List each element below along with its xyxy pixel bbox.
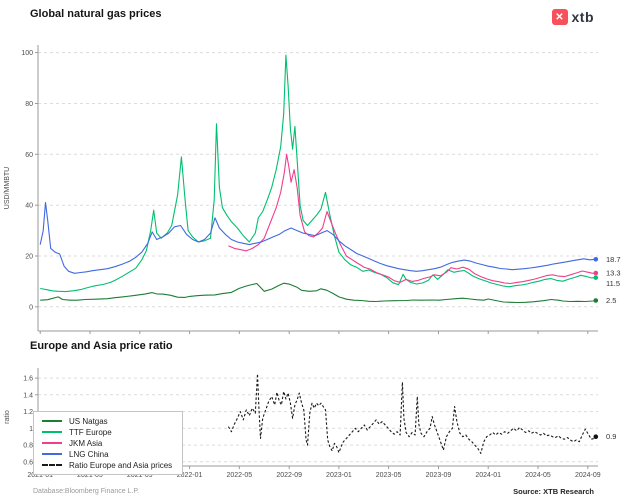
svg-text:2021-09: 2021-09: [127, 472, 153, 479]
svg-text:2021-01: 2021-01: [27, 472, 53, 479]
svg-text:1.4: 1.4: [23, 392, 33, 399]
legend-label: US Natgas: [69, 416, 108, 426]
svg-text:2021-05: 2021-05: [77, 472, 103, 479]
legend-item-us-natgas: US Natgas: [42, 416, 172, 426]
svg-text:0.8: 0.8: [23, 443, 33, 450]
legend-item-lng-china: LNG China: [42, 449, 172, 459]
series-end-label: 0.9: [606, 432, 616, 441]
legend-item-ratio-europe-and-asia-prices: Ratio Europe and Asia prices: [42, 460, 172, 470]
svg-text:20: 20: [25, 254, 33, 261]
svg-text:0: 0: [29, 304, 33, 311]
series-end-label: 13.3: [606, 269, 621, 278]
legend-label: Ratio Europe and Asia prices: [69, 460, 173, 470]
series-line-ratio-europe-and-asia-prices: [227, 373, 597, 454]
svg-text:1.2: 1.2: [23, 409, 33, 416]
line-swatch-icon: [42, 442, 62, 444]
legend-label: JKM Asia: [69, 438, 103, 448]
series-line-jkm-asia: [228, 153, 596, 285]
svg-text:40: 40: [25, 203, 33, 210]
svg-text:1: 1: [29, 426, 33, 433]
chart-legend: US Natgas TTF Europe JKM Asia LNG China Rati…: [33, 411, 184, 475]
svg-text:80: 80: [25, 101, 33, 108]
line-swatch-icon: [42, 453, 62, 455]
svg-text:100: 100: [21, 50, 33, 57]
series-end-label: 18.7: [606, 255, 621, 264]
svg-text:60: 60: [25, 152, 33, 159]
xtb-logo-icon: ✕: [551, 9, 568, 25]
database-note: Database:Bloomberg Finance L.P.: [33, 488, 140, 495]
svg-text:2022-09: 2022-09: [276, 472, 302, 479]
source-note: Source: XTB Research: [513, 487, 594, 496]
line-swatch-icon: [42, 431, 62, 433]
price-chart: 0 20 40 60 80 100 18.7 13.311.5 2.5 USD/MMBTU: [4, 45, 621, 334]
series-end-dot: [593, 270, 599, 276]
svg-text:2024-01: 2024-01: [475, 472, 501, 479]
legend-item-ttf-europe: TTF Europe: [42, 427, 172, 437]
line-swatch-icon: [42, 420, 62, 422]
series-end-dot: [593, 275, 599, 280]
series-end-dot: [593, 434, 599, 439]
svg-text:2023-01: 2023-01: [326, 472, 352, 479]
svg-text:2022-01: 2022-01: [177, 472, 203, 479]
svg-text:2023-09: 2023-09: [426, 472, 452, 479]
svg-text:1.6: 1.6: [23, 376, 33, 383]
series-line-ttf-europe: [40, 54, 596, 293]
ratio-chart-title: Europe and Asia price ratio: [30, 340, 173, 352]
series-end-label: 11.5: [606, 279, 620, 288]
y-axis-label: USD/MMBTU: [4, 167, 11, 209]
svg-text:2023-05: 2023-05: [376, 472, 402, 479]
series-line-us-natgas: [40, 282, 596, 304]
y-axis-label: ratio: [4, 410, 11, 424]
series-end-dot: [593, 298, 599, 303]
svg-text:2024-09: 2024-09: [575, 472, 601, 479]
series-end-label: 2.5: [606, 296, 616, 305]
svg-text:0.6: 0.6: [23, 459, 33, 466]
series-line-lng-china: [39, 202, 596, 274]
svg-text:2022-05: 2022-05: [226, 472, 252, 479]
legend-label: TTF Europe: [69, 427, 112, 437]
svg-text:2024-05: 2024-05: [525, 472, 551, 479]
xtb-logo: ✕ xtb: [551, 9, 595, 25]
legend-item-jkm-asia: JKM Asia: [42, 438, 172, 448]
xtb-logo-text: xtb: [571, 9, 594, 25]
legend-label: LNG China: [69, 449, 109, 459]
price-chart-title: Global natural gas prices: [30, 8, 162, 20]
series-end-dot: [593, 257, 599, 262]
dashed-line-swatch-icon: [42, 464, 62, 466]
